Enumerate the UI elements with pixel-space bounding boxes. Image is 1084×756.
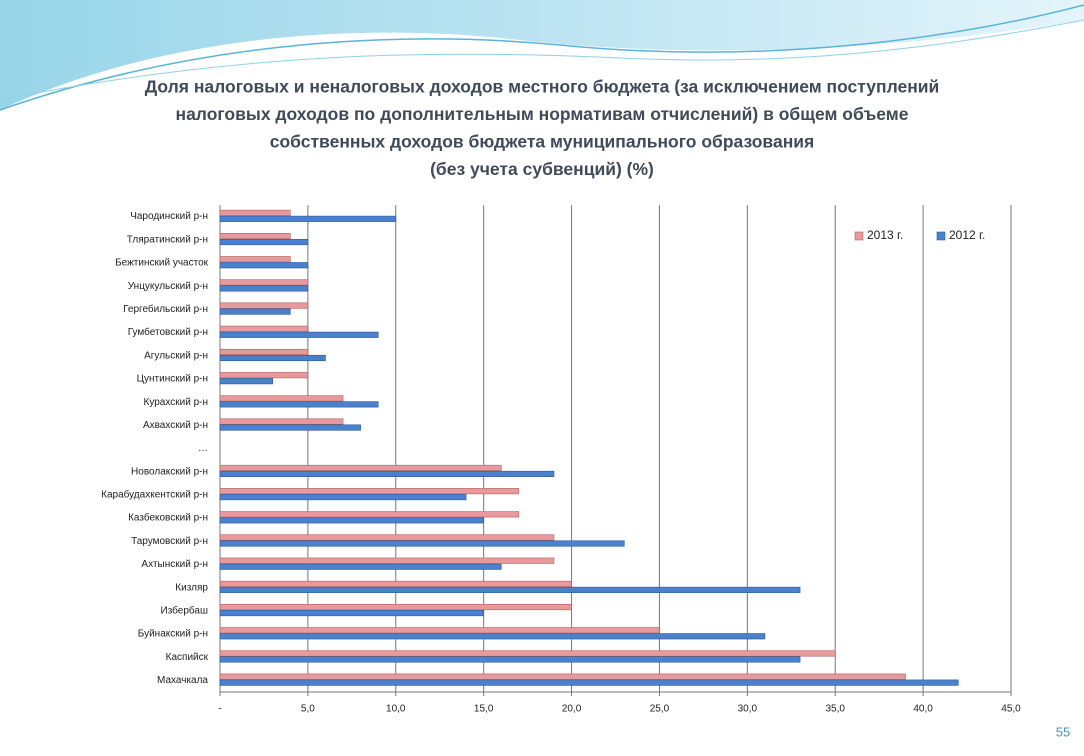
legend-label: 2013 г. [867,228,903,242]
y-tick-label: Кизляр [175,582,208,593]
bar [219,354,326,362]
bar [219,580,572,587]
bar [219,679,959,686]
x-tick-label: - [218,704,221,715]
bar [219,232,291,240]
bar [219,325,309,332]
bar [219,302,309,309]
bar [219,534,555,541]
x-tick-label: 25,0 [650,704,670,715]
legend-swatch [854,231,864,241]
chart-title: налоговых доходов по дополнительным норм… [176,104,909,124]
y-tick-label: Гергебильский р-н [123,303,208,315]
wave-line [0,4,1084,111]
bar [219,378,274,385]
y-tick-label: Буйнакский р-н [138,629,208,640]
bar [219,418,344,425]
bar [219,256,291,263]
bar [219,279,309,286]
x-tick-label: 35,0 [825,704,845,715]
bar [219,604,572,611]
chart-title: собственных доходов бюджета муниципально… [270,132,814,152]
chart-title: Доля налоговых и неналоговых доходов мес… [145,77,940,97]
y-tick-label: Казбековский р-н [128,512,208,524]
y-tick-label: Чародинский р-н [130,211,208,222]
bar [219,650,836,657]
bar [219,488,520,495]
bar [219,610,484,617]
bar [219,557,555,564]
bar [219,633,766,640]
bar [219,563,502,570]
x-tick-label: 20,0 [562,704,582,715]
bar [219,285,309,292]
bar [219,470,555,477]
x-tick-label: 5,0 [301,704,315,715]
y-tick-label: Тарумовский р-н [131,536,208,547]
y-tick-label: Агульский р-н [144,350,208,361]
bar [219,308,291,315]
y-tick-label: Ахтынский р-н [141,559,208,570]
x-tick-label: 15,0 [474,704,494,715]
bar [219,656,801,663]
y-tick-label: Новолакский р-н [131,466,208,477]
bar [219,627,660,634]
y-tick-label: Тляратинский р-н [127,234,208,245]
y-tick-label: Гумбетовский р-н [128,326,208,338]
x-tick-label: 40,0 [913,704,933,715]
x-tick-label: 30,0 [738,704,758,715]
bar [219,586,801,593]
bar [219,209,291,216]
bar [219,511,520,518]
bar [219,372,309,379]
page-number: 55 [1056,724,1070,739]
bar [219,348,309,356]
y-tick-label: Унцукульский р-н [128,281,208,292]
bar [219,673,906,680]
y-tick-label: Махачкала [157,675,208,686]
bar [219,262,309,269]
bar [219,494,467,501]
y-tick-label: Каспийск [166,652,209,663]
bar [219,540,625,547]
y-tick-label: Цунтинский р-н [137,374,208,385]
x-tick-label: 10,0 [386,704,406,715]
bar [219,424,361,431]
wave-line [0,19,1084,101]
bar [219,401,379,408]
y-tick-label: … [198,443,208,454]
chart-title: (без учета субвенций) (%) [430,159,654,179]
y-tick-label: Бежтинский участок [115,258,209,269]
bar [219,395,344,402]
bar [219,238,309,246]
x-tick-label: 45,0 [1001,704,1021,715]
y-tick-label: Ахвахский р-н [143,420,208,431]
legend-label: 2012 г. [949,228,985,242]
y-tick-label: Избербаш [161,604,208,616]
bar [219,331,379,338]
wave-decor [0,0,1084,110]
y-tick-label: Курахский р-н [144,397,208,408]
y-tick-label: Карабудахкентский р-н [101,489,208,501]
bar [219,215,397,222]
legend-swatch [936,231,946,241]
bar [219,517,484,524]
bar [219,464,502,471]
